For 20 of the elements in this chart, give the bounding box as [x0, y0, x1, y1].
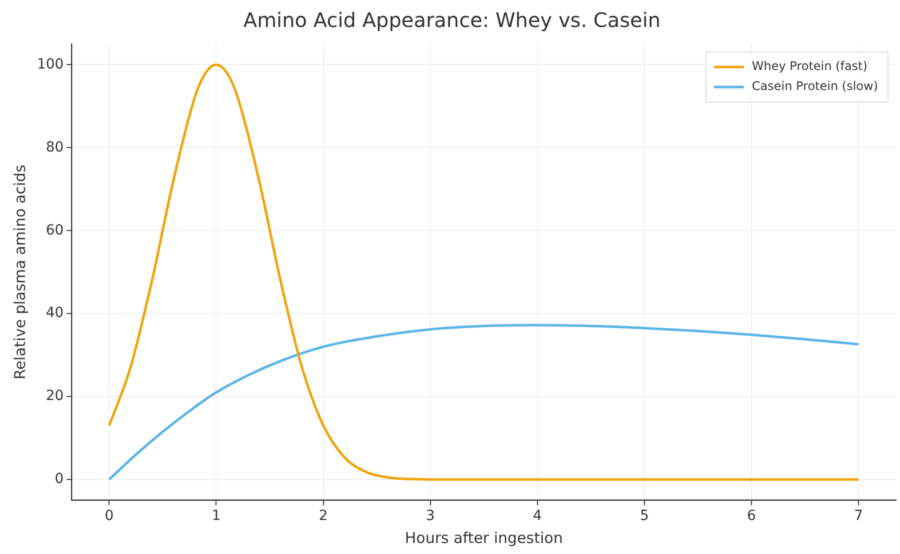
y-tick-label: 20	[46, 388, 64, 404]
y-tick-label: 0	[54, 471, 64, 488]
y-axis-title: Relative plasma amino acids	[10, 164, 29, 380]
x-tick-label: 5	[640, 508, 649, 524]
chart-title: Amino Acid Appearance: Whey vs. Casein	[243, 8, 661, 32]
y-tick-label: 60	[46, 222, 64, 238]
x-tick-label: 3	[426, 508, 435, 524]
x-tick-label: 6	[747, 508, 756, 524]
x-axis-title: Hours after ingestion	[404, 528, 563, 547]
legend-label: Casein Protein (slow)	[752, 79, 878, 94]
y-tick-label: 80	[46, 139, 64, 156]
x-tick-label: 0	[104, 508, 114, 524]
line-series	[108, 324, 860, 481]
x-tick-label: 7	[854, 508, 863, 524]
x-tick-label: 4	[532, 508, 542, 524]
x-tick-label: 2	[318, 508, 328, 524]
y-tick-label: 40	[46, 305, 64, 322]
y-tick-label: 100	[36, 56, 64, 72]
x-tick-label: 1	[212, 508, 221, 524]
legend-label: Whey Protein (fast)	[752, 59, 868, 74]
